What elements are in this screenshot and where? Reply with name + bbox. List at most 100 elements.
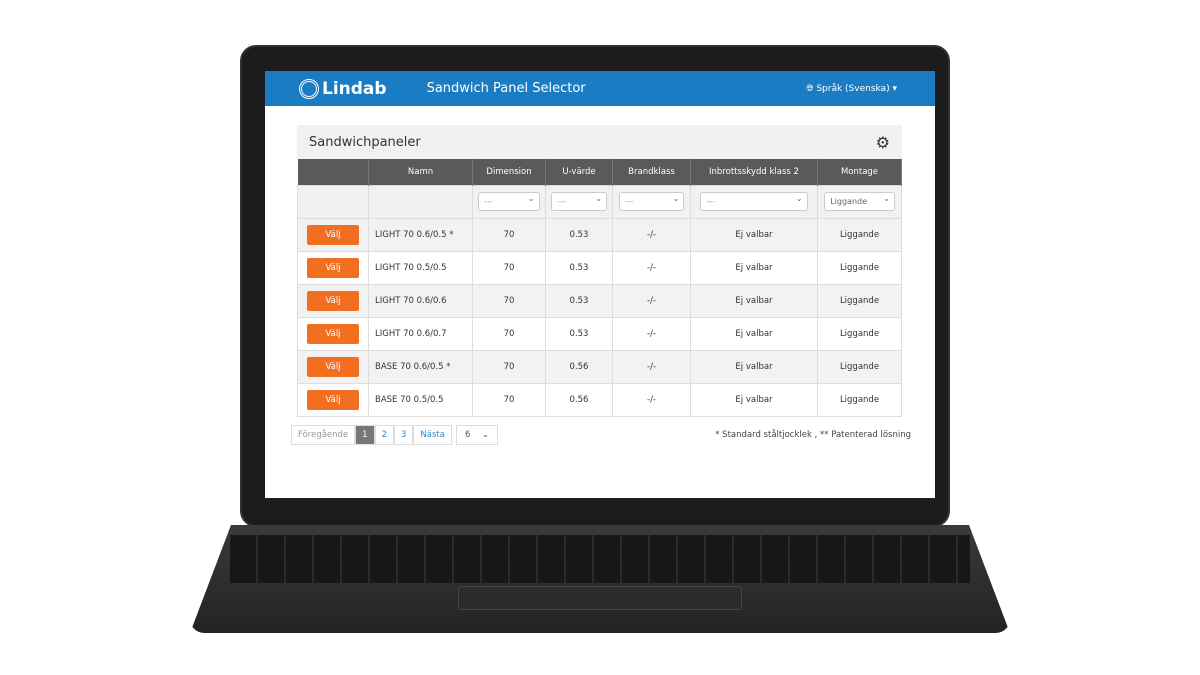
table-footer: Föregående 1 2 3 Nästa 6 ⌄ * Standard st… [291,425,911,445]
panel-table: Namn Dimension U-värde Brandklass Inbrottssk… [297,159,902,417]
table-cell: 0.53 [545,217,613,252]
page-3-button[interactable]: 3 [394,425,414,445]
table-cell: Liggande [817,217,902,252]
filter-cell: --- [612,184,691,219]
filter-select[interactable]: --- [478,190,540,211]
select-button[interactable]: Välj [307,389,359,410]
select-cell: Välj [297,382,369,417]
table-cell: 0.53 [545,250,613,285]
table-row: Välj LIGHT 70 0.6/0.7 70 0.53 -/- Ej valbar Li… [297,316,902,351]
caret-down-icon: ▾ [892,83,897,94]
table-cell: 70 [472,217,546,252]
column-header [297,159,369,185]
table-cell: -/- [612,316,691,351]
screen: Lindab Sandwich Panel Selector 🌐︎ Språk … [265,71,935,498]
select-cell: Välj [297,250,369,285]
next-page-button[interactable]: Nästa [413,425,452,445]
table-cell: -/- [612,217,691,252]
panel-title: Sandwichpaneler [309,134,421,150]
globe-icon: 🌐︎ [806,83,817,94]
panel: Sandwichpaneler ⚙ Namn Dimension U-värde Bra… [297,125,902,417]
column-header: Montage [817,159,902,185]
select-button[interactable]: Välj [307,356,359,377]
filter-select[interactable]: Liggande [824,190,895,211]
page-1-button[interactable]: 1 [355,425,375,445]
touchpad [458,586,742,610]
table-cell: Liggande [817,250,902,285]
select-cell: Välj [297,316,369,351]
brand-name: Lindab [322,78,387,99]
prev-page-button[interactable]: Föregående [291,425,356,445]
select-cell: Välj [297,217,369,252]
table-cell: -/- [612,382,691,417]
select-cell: Välj [297,349,369,384]
table-cell: 0.56 [545,349,613,384]
language-label: Språk (Svenska) [816,83,890,94]
table-cell: BASE 70 0.5/0.5 [368,382,473,417]
footnote: * Standard ståltjocklek , ** Patenterad … [715,430,911,440]
column-header: Namn [368,159,473,185]
per-page-select[interactable]: 6 ⌄ [455,425,498,445]
lindab-logo-icon [299,78,319,99]
page-2-button[interactable]: 2 [374,425,395,445]
table-cell: Ej valbar [690,250,818,285]
table-row: Välj LIGHT 70 0.5/0.5 70 0.53 -/- Ej valbar Li… [297,250,902,285]
table-cell: 70 [472,349,546,384]
gear-icon[interactable]: ⚙ [875,132,890,152]
per-page-value: 6 [464,430,471,440]
column-header: Inbrottsskydd klass 2 [690,159,818,185]
table-cell: LIGHT 70 0.6/0.5 * [368,217,473,252]
table-cell: 70 [472,382,546,417]
table-row: Välj LIGHT 70 0.6/0.5 * 70 0.53 -/- Ej valbar… [297,217,902,252]
table-cell: 70 [472,250,546,285]
table-cell: Ej valbar [690,217,818,252]
empty-cell [368,184,473,219]
table-cell: -/- [612,250,691,285]
table-cell: BASE 70 0.6/0.5 * [368,349,473,384]
select-button[interactable]: Välj [307,257,359,278]
table-cell: 0.56 [545,382,613,417]
empty-cell [297,184,369,219]
app-title: Sandwich Panel Selector [426,81,586,96]
table-row: Välj BASE 70 0.6/0.5 * 70 0.56 -/- Ej valbar L… [297,349,902,384]
table-cell: Ej valbar [690,349,818,384]
table-cell: 70 [472,316,546,351]
table-cell: Liggande [817,382,902,417]
table-row: Välj BASE 70 0.5/0.5 70 0.56 -/- Ej valbar Lig… [297,382,902,417]
filter-select[interactable]: --- [700,190,808,211]
panel-header: Sandwichpaneler ⚙ [297,125,902,159]
language-dropdown[interactable]: 🌐︎ Språk (Svenska) ▾ [806,84,897,94]
top-navbar: Lindab Sandwich Panel Selector 🌐︎ Språk … [265,71,935,106]
filter-select[interactable]: --- [550,190,608,211]
select-cell: Välj [297,283,369,318]
table-cell: -/- [612,283,691,318]
table-row: Välj LIGHT 70 0.6/0.6 70 0.53 -/- Ej valbar Li… [297,283,902,318]
table-cell: -/- [612,349,691,384]
keyboard [230,535,970,583]
filter-cell: --- [472,184,546,219]
select-button[interactable]: Välj [307,290,359,311]
column-header: Dimension [472,159,546,185]
table-cell: Ej valbar [690,316,818,351]
select-button[interactable]: Välj [307,323,359,344]
table-cell: 0.53 [545,316,613,351]
table-cell: 0.53 [545,283,613,318]
column-header: Brandklass [612,159,691,185]
filter-select[interactable]: --- [618,190,685,211]
brand-logo[interactable]: Lindab [299,78,387,99]
select-button[interactable]: Välj [307,224,359,245]
table-cell: Ej valbar [690,283,818,318]
column-header: U-värde [545,159,613,185]
filter-cell: Liggande [817,184,902,219]
filter-row: --- --- --- --- Liggande [297,184,902,219]
table-cell: Liggande [817,316,902,351]
filter-cell: --- [690,184,818,219]
table-cell: LIGHT 70 0.6/0.7 [368,316,473,351]
table-cell: LIGHT 70 0.5/0.5 [368,250,473,285]
table-cell: 70 [472,283,546,318]
table-cell: Liggande [817,349,902,384]
table-cell: Liggande [817,283,902,318]
table-cell: Ej valbar [690,382,818,417]
filter-cell: --- [545,184,613,219]
table-cell: LIGHT 70 0.6/0.6 [368,283,473,318]
